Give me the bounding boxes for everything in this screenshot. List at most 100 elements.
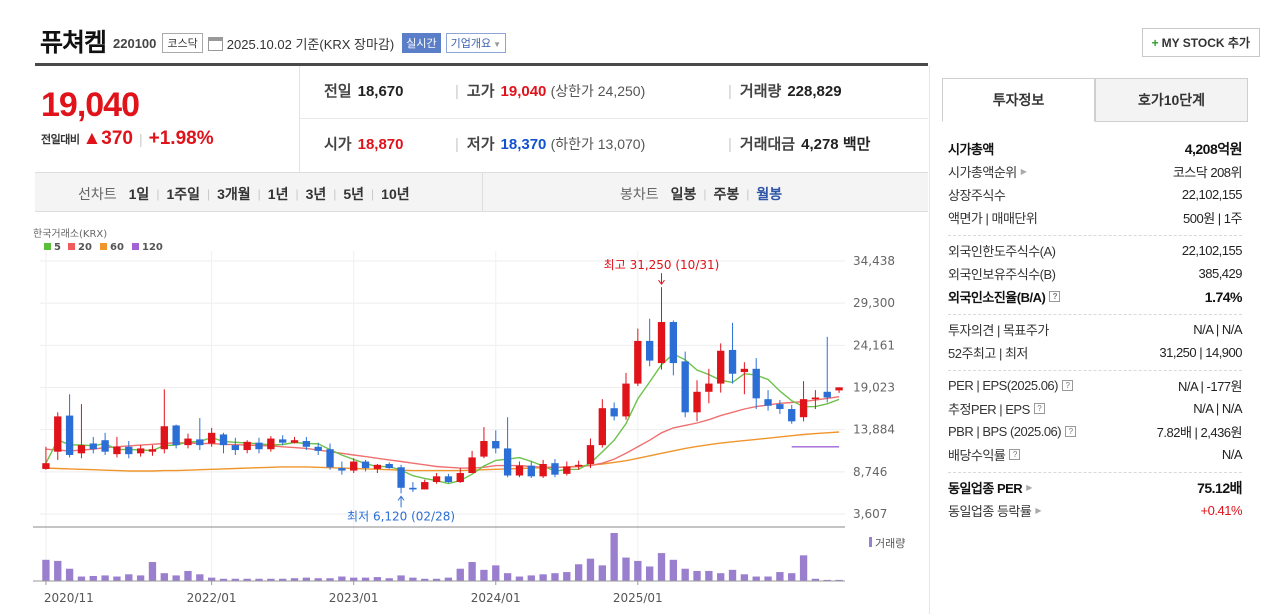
candle xyxy=(172,425,180,446)
volume-bar xyxy=(527,575,535,581)
y-tick-label: 3,607 xyxy=(853,507,887,521)
volume-bar xyxy=(634,560,642,581)
candle xyxy=(563,466,571,474)
low-value: 18,370 xyxy=(500,136,547,153)
tab-3year[interactable]: 3년 xyxy=(305,186,327,202)
volume-bar xyxy=(444,577,453,581)
my-stock-add-button[interactable]: + MY STOCK 추가 xyxy=(1141,28,1260,57)
tab-weekly[interactable]: 주봉 xyxy=(713,186,740,202)
info-row: 외국인한도주식수(A) 22,102,155 xyxy=(948,239,1243,262)
tab-10year[interactable]: 10년 xyxy=(381,186,410,202)
prev-close-value: 18,670 xyxy=(357,83,404,100)
volume-bar xyxy=(610,533,618,581)
chevron-right-icon: ▶ xyxy=(1035,506,1041,515)
stats-row: 전일 18,670 | 고가 19,040 (상한가 24,250) | 거래량 228,… xyxy=(300,66,928,119)
candle-chart-title: 봉차트 xyxy=(620,186,659,202)
line-chart-title: 선차트 xyxy=(78,186,117,202)
chart-tabbar: 선차트 1일 | 1주일 | 3개월 | 1년 | 3년 | 5년 | 10년 봉차트 일봉… xyxy=(35,172,928,212)
volume-bar xyxy=(290,578,299,581)
info-row: 상장주식수 22,102,155 xyxy=(948,183,1243,206)
candle xyxy=(764,399,772,406)
volume-bar xyxy=(421,578,429,581)
tab-daily[interactable]: 일봉 xyxy=(670,186,697,202)
legend-label: 60 xyxy=(110,242,124,253)
open-label: 시가 xyxy=(324,136,352,153)
candle xyxy=(326,449,334,468)
help-icon[interactable]: ? xyxy=(1062,380,1073,391)
tab-invest-info[interactable]: 투자정보 xyxy=(942,78,1095,122)
candle xyxy=(811,397,820,400)
volume-bar xyxy=(764,576,772,581)
upper-limit: (상한가 24,250) xyxy=(550,83,646,99)
open-price: 시가 18,870 xyxy=(324,133,404,154)
candle xyxy=(361,461,370,469)
my-stock-add-label: MY STOCK 추가 xyxy=(1161,36,1250,50)
tab-3month[interactable]: 3개월 xyxy=(217,186,251,202)
candle xyxy=(279,439,287,443)
candle xyxy=(776,404,784,410)
info-section: PER | EPS(2025.06)? N/A | -177원 추정PER | EP… xyxy=(948,371,1243,473)
volume-bar xyxy=(468,562,476,581)
candle xyxy=(444,476,453,483)
company-overview-dropdown[interactable]: 기업개요 ▼ xyxy=(445,33,507,53)
volume-bar xyxy=(243,578,251,581)
candle xyxy=(634,340,642,384)
price-change: 전일대비 ▲ 370 | +1.98% xyxy=(41,128,214,150)
candle xyxy=(267,438,275,450)
info-label: 외국인소진율(B/A)? xyxy=(948,287,1061,306)
info-label[interactable]: 시가총액순위 ▶ xyxy=(948,165,1027,180)
volume-bar xyxy=(515,576,524,581)
tab-monthly[interactable]: 월봉 xyxy=(756,186,783,202)
info-row: 동일업종 등락률 ▶ +0.41% xyxy=(948,499,1243,522)
tab-5year[interactable]: 5년 xyxy=(343,186,365,202)
current-price: 19,040 xyxy=(41,86,140,124)
tab-1day[interactable]: 1일 xyxy=(128,186,150,202)
candle xyxy=(373,464,382,469)
help-icon[interactable]: ? xyxy=(1009,449,1021,460)
chevron-right-icon: ▶ xyxy=(1026,483,1032,492)
help-icon[interactable]: ? xyxy=(1065,426,1077,437)
candle xyxy=(574,464,583,467)
price-stats: 전일 18,670 | 고가 19,040 (상한가 24,250) | 거래량 228,… xyxy=(300,66,928,172)
volume-bar xyxy=(77,576,86,581)
candle xyxy=(421,482,429,490)
tab-orderbook[interactable]: 호가10단계 xyxy=(1095,78,1248,122)
volume-bar xyxy=(231,578,240,581)
help-icon[interactable]: ? xyxy=(1033,403,1045,414)
volume-bar xyxy=(432,578,441,581)
line-chart-tabs: 선차트 1일 | 1주일 | 3개월 | 1년 | 3년 | 5년 | 10년 xyxy=(78,186,410,202)
volume-bar xyxy=(574,564,583,581)
tab-1year[interactable]: 1년 xyxy=(267,186,289,202)
info-label[interactable]: 동일업종 등락률 ▶ xyxy=(948,504,1041,519)
info-label[interactable]: 동일업종 PER ▶ xyxy=(948,481,1032,496)
info-value: 4,208억원 xyxy=(1184,140,1243,157)
candle xyxy=(503,448,512,476)
info-value: 22,102,155 xyxy=(1181,243,1243,258)
candle xyxy=(835,387,843,391)
legend-swatch xyxy=(100,243,107,250)
candle xyxy=(207,432,216,444)
stock-name: 퓨쳐켐 xyxy=(40,29,107,57)
candle xyxy=(125,446,133,455)
info-row: 배당수익률? N/A xyxy=(948,443,1243,466)
volume-bar xyxy=(551,573,559,581)
volume-bar xyxy=(279,578,287,581)
candle xyxy=(432,476,441,483)
info-value: 7.82배 | 2,436원 xyxy=(1156,425,1243,440)
y-tick-label: 19,023 xyxy=(853,381,895,395)
info-row: 52주최고 | 최저 31,250 | 14,900 xyxy=(948,341,1242,364)
monthly-candle-chart[interactable]: 한국거래소(KRX) 5 20 60 120 34,438 29,300 24,161 19,0… xyxy=(33,222,928,614)
volume-bar xyxy=(42,559,50,581)
realtime-button[interactable]: 실시간 xyxy=(402,33,441,53)
info-value: 75.12배 xyxy=(1197,479,1242,496)
info-section: 투자의견 | 목표주가 N/A | N/A 52주최고 | 최저 31,250 | 1… xyxy=(948,315,1242,371)
help-icon[interactable]: ? xyxy=(1049,291,1061,302)
y-tick-label: 34,438 xyxy=(853,254,895,268)
candle xyxy=(740,368,749,373)
candle xyxy=(705,383,713,392)
prev-close-label: 전일 xyxy=(324,83,352,100)
tab-1week[interactable]: 1주일 xyxy=(166,186,200,202)
info-value: N/A xyxy=(1221,447,1243,462)
volume-bar xyxy=(539,574,547,581)
legend-label: 20 xyxy=(78,242,92,253)
